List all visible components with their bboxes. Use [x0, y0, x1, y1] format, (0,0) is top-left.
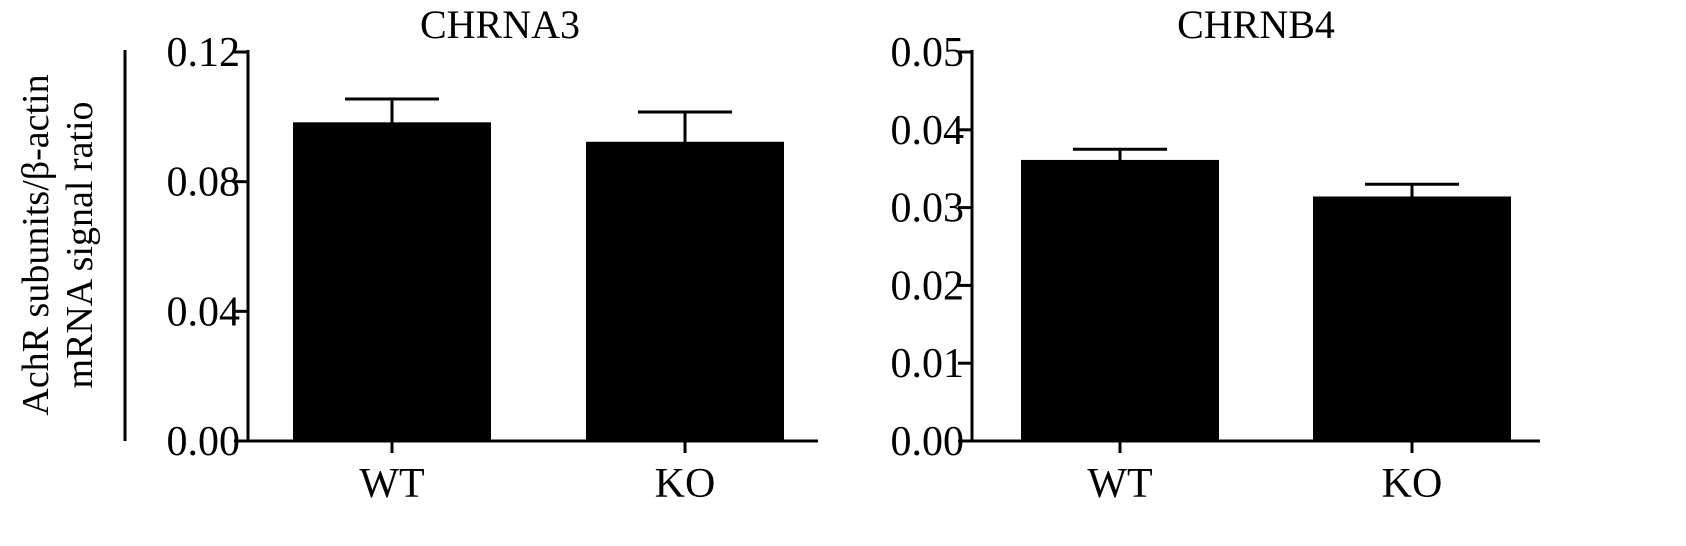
bar-ko: [1313, 196, 1511, 442]
y-tick-label: 0.02: [891, 263, 965, 309]
y-tick-label: 0.12: [167, 30, 241, 76]
y-tick-label: 0.04: [891, 108, 965, 154]
y-tick-label: 0.00: [167, 419, 241, 465]
chart-panel-chrnb4: CHRNB4 0.00 0.01 0.02 0.03 0.04 0.05 WT KO: [891, 2, 1540, 507]
bar-wt: [1021, 159, 1219, 442]
x-tick-label: WT: [1087, 461, 1152, 507]
x-tick-label: WT: [359, 461, 424, 507]
y-axis-label-line-2: mRNA signal ratio: [59, 101, 101, 388]
y-axis-label-line-1: AchR subunits/β-actin: [15, 74, 57, 415]
y-tick-label: 0.08: [167, 160, 241, 206]
chart-panel-chrna3: CHRNA3 0.00 0.04 0.08 0.12 WT KO: [167, 2, 818, 507]
chart-title: CHRNB4: [1177, 2, 1335, 47]
chart-title: CHRNA3: [420, 2, 580, 47]
y-tick-label: 0.00: [891, 419, 965, 465]
y-tick-label: 0.04: [167, 289, 241, 335]
bar-ko: [586, 141, 784, 442]
y-tick-label: 0.03: [891, 186, 965, 232]
x-tick-label: KO: [1382, 461, 1443, 507]
x-tick-label: KO: [655, 461, 716, 507]
bar-wt: [293, 122, 491, 442]
y-tick-label: 0.01: [891, 341, 965, 387]
y-tick-label: 0.05: [891, 30, 965, 76]
